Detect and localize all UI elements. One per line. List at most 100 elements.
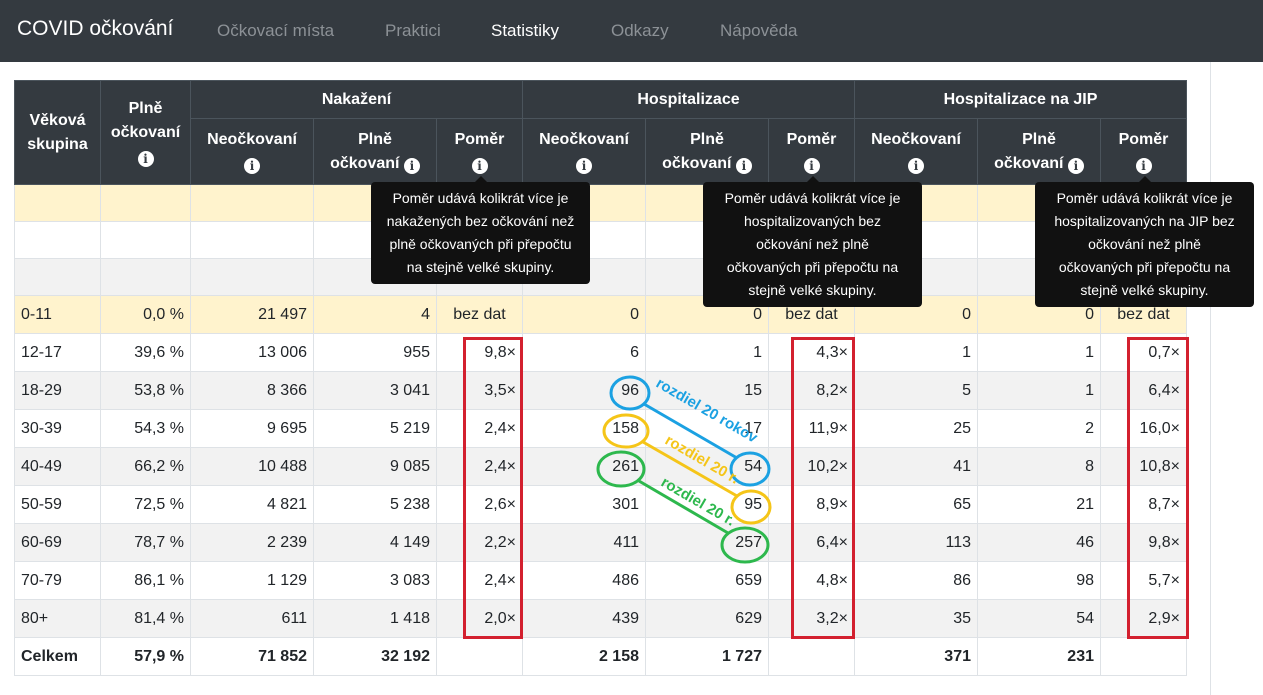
cell-hosp-unvaccinated: 0 (522, 295, 646, 334)
info-icon[interactable]: i (137, 150, 154, 167)
table-row: 12-17 39,6 % 13 006 955 9,8× 6 1 4,3× 1 1 0,7× (14, 333, 1187, 372)
highlight-ratio-hospitalized (791, 337, 855, 639)
cell-infected-fully: 5 219 (313, 409, 437, 448)
highlight-ratio-icu (1127, 337, 1189, 639)
total-cell-age-group: Celkem (14, 637, 101, 676)
tooltip-line: stejně velké skupiny. (1080, 282, 1209, 298)
header-unvaccinated: Neočkovaní i (190, 118, 314, 185)
cell-hosp-fully: 54 (645, 447, 769, 486)
info-icon[interactable]: i (1135, 157, 1152, 174)
header-ratio-label: Poměr (1118, 130, 1169, 148)
header-ratio-label: Poměr (454, 130, 505, 148)
header-fully-vaccinated-line1: Plně (128, 99, 163, 117)
table-row-empty (14, 258, 1187, 296)
total-cell-icu-fully: 231 (977, 637, 1101, 676)
cell-infected-unvaccinated: 611 (190, 599, 314, 638)
table-row: 18-29 53,8 % 8 366 3 041 3,5× 96 15 8,2× 5 1 6,4× (14, 371, 1187, 410)
cell-hosp-unvaccinated: 439 (522, 599, 646, 638)
nav-link-napoveda[interactable]: Nápověda (720, 21, 798, 40)
info-icon[interactable]: i (403, 157, 420, 174)
nav-link-odkazy[interactable]: Odkazy (611, 21, 669, 40)
cell-hosp-fully: 629 (645, 599, 769, 638)
info-icon[interactable]: i (576, 157, 592, 174)
table-row: 30-39 54,3 % 9 695 5 219 2,4× 158 17 11,9× 25 2 16… (14, 409, 1187, 448)
cell-fully-vaccinated-pct: 78,7 % (100, 523, 191, 562)
info-icon[interactable]: i (908, 157, 924, 174)
header-fully-vaccinated-line2: očkovaní (110, 123, 181, 141)
header-ratio-label: Poměr (786, 130, 837, 148)
cell-icu-fully: 54 (977, 599, 1101, 638)
header-age-group: Věková skupina (14, 80, 101, 185)
header-unvaccinated: Neočkovaní i (522, 118, 646, 185)
cell-fully-vaccinated-pct: 66,2 % (100, 447, 191, 486)
cell-hosp-ratio: 8,2× (768, 371, 855, 410)
cell-infected-unvaccinated: 4 821 (190, 485, 314, 524)
cell-hosp-unvaccinated: 6 (522, 333, 646, 372)
cell-hosp-fully: 257 (645, 523, 769, 562)
table-row-total: Celkem 57,9 % 71 852 32 192 2 158 1 727 371 231 (14, 637, 1187, 676)
nav-link-statistiky[interactable]: Statistiky (491, 21, 560, 40)
cell-icu-unvaccinated: 113 (854, 523, 978, 562)
nav-link-ockovaci-mista[interactable]: Očkovací místa (217, 21, 335, 40)
table-row: 40-49 66,2 % 10 488 9 085 2,4× 261 54 10,2× 41 8 1… (14, 447, 1187, 486)
cell-infected-unvaccinated: 21 497 (190, 295, 314, 334)
cell-fully-vaccinated-pct: 86,1 % (100, 561, 191, 600)
cell-icu-unvaccinated: 5 (854, 371, 978, 410)
tooltip-ratio-infected: Poměr udává kolikrát více je nakažených … (371, 176, 590, 284)
cell-age-group: 12-17 (14, 333, 101, 372)
header-fully: Plně očkovaní i (313, 118, 437, 185)
cell-hosp-ratio: 3,2× (768, 599, 855, 638)
header-fully-line1: Plně (358, 130, 392, 148)
info-icon[interactable]: i (1067, 157, 1084, 174)
header-unvaccinated-label: Neočkovaní (207, 130, 297, 148)
cell-icu-ratio: 5,7× (1100, 561, 1187, 600)
top-navbar: COVID očkování Očkovací místa Praktici S… (0, 0, 1263, 62)
cell-hosp-fully: 95 (645, 485, 769, 524)
nav-link-praktici[interactable]: Praktici (385, 21, 441, 40)
total-cell-infected-ratio (436, 637, 523, 676)
cell-infected-ratio: 2,4× (436, 409, 523, 448)
cell-age-group: 40-49 (14, 447, 101, 486)
cell-infected-fully: 1 418 (313, 599, 437, 638)
header-age-group-line2: skupina (27, 135, 88, 153)
cell-icu-fully: 8 (977, 447, 1101, 486)
cell-icu-fully: 1 (977, 333, 1101, 372)
cell-icu-ratio: 16,0× (1100, 409, 1187, 448)
header-ratio: Poměr i (436, 118, 523, 185)
info-icon[interactable]: i (471, 157, 488, 174)
tooltip-line: plně očkovaných při přepočtu (389, 236, 572, 252)
highlight-ratio-infected (463, 337, 523, 639)
cell-hosp-unvaccinated: 411 (522, 523, 646, 562)
brand-title[interactable]: COVID očkování (17, 17, 174, 40)
total-cell-hosp-ratio (768, 637, 855, 676)
tooltip-ratio-icu: Poměr udává kolikrát více je hospitalizo… (1035, 176, 1254, 307)
cell-hosp-fully: 17 (645, 409, 769, 448)
cell-hosp-unvaccinated: 158 (522, 409, 646, 448)
table-row: 70-79 86,1 % 1 129 3 083 2,4× 486 659 4,8× 86 98 5… (14, 561, 1187, 600)
table-row: 0-11 0,0 % 21 497 4 bez dat 0 0 bez dat 0 0 bez da… (14, 295, 1187, 334)
cell-infected-fully: 4 (313, 295, 437, 334)
cell-infected-unvaccinated: 2 239 (190, 523, 314, 562)
cell-icu-ratio: 10,8× (1100, 447, 1187, 486)
cell-age-group: 18-29 (14, 371, 101, 410)
header-unvaccinated: Neočkovaní i (854, 118, 978, 185)
info-icon[interactable]: i (244, 157, 260, 174)
cell-infected-unvaccinated: 9 695 (190, 409, 314, 448)
header-fully-line2: očkovaní (330, 154, 400, 172)
cell-age-group: 70-79 (14, 561, 101, 600)
tooltip-ratio-hospitalized: Poměr udává kolikrát více je hospitalizo… (703, 176, 922, 307)
cell-infected-unvaccinated: 10 488 (190, 447, 314, 486)
cell-icu-fully: 1 (977, 371, 1101, 410)
tooltip-line: očkování než plně (1088, 236, 1201, 252)
cell-fully-vaccinated-pct: 54,3 % (100, 409, 191, 448)
info-icon[interactable]: i (803, 157, 820, 174)
cell-infected-fully: 955 (313, 333, 437, 372)
header-ratio: Poměr i (1100, 118, 1187, 185)
cell-infected-fully: 5 238 (313, 485, 437, 524)
cell-fully-vaccinated-pct: 72,5 % (100, 485, 191, 524)
header-fully-line1: Plně (690, 130, 724, 148)
cell-age-group: 60-69 (14, 523, 101, 562)
header-age-group-line1: Věková (29, 111, 86, 129)
header-ratio: Poměr i (768, 118, 855, 185)
info-icon[interactable]: i (735, 157, 752, 174)
